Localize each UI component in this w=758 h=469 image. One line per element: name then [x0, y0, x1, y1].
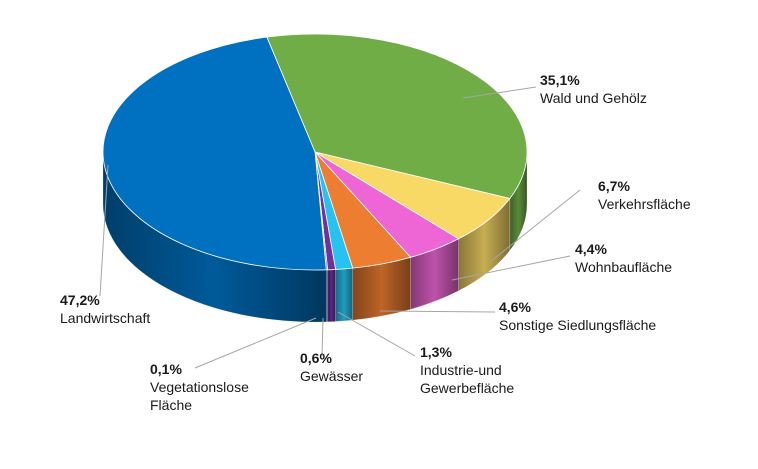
- slice-category-label: Gewässer: [300, 368, 364, 384]
- slice-category-label: Vegetationslose: [150, 379, 249, 395]
- slice-value-label: 0,6%: [300, 350, 332, 366]
- pie-slice-1: [266, 33, 528, 199]
- slice-value-label: 1,3%: [420, 344, 452, 360]
- slice-category-label: Verkehrsfläche: [598, 196, 691, 212]
- slice-category-label: Sonstige Siedlungsfläche: [499, 317, 657, 333]
- slice-category-label: Wald und Gehölz: [540, 90, 647, 106]
- slice-value-label: 4,6%: [499, 299, 531, 315]
- slice-category-label: Landwirtschaft: [60, 310, 151, 326]
- slice-category-label: Industrie-und: [420, 362, 502, 378]
- data-label-4: 4,6% Sonstige Siedlungsfläche: [499, 298, 656, 334]
- pie-side-6: [327, 269, 336, 323]
- leader-line-6: [321, 317, 324, 357]
- leader-line-5: [337, 311, 416, 357]
- data-label-3: 4,4% Wohnbaufläche: [575, 240, 672, 276]
- leader-line-4: [379, 310, 496, 313]
- data-label-2: 6,7% Verkehrsfläche: [598, 177, 691, 213]
- slice-category-label: Fläche: [150, 397, 193, 413]
- data-label-8: 47,2% Landwirtschaft: [60, 291, 150, 327]
- leader-line-7: [194, 317, 317, 369]
- slice-value-label: 47,2%: [60, 292, 100, 308]
- slice-value-label: 0,1%: [150, 361, 182, 377]
- pie-top: [102, 33, 528, 271]
- data-label-6: 0,6% Gewässer: [300, 349, 363, 385]
- slice-category-label: Gewerbefläche: [420, 380, 515, 396]
- leader-lines: [99, 86, 581, 369]
- slice-value-label: 4,4%: [575, 241, 607, 257]
- leader-line-2: [489, 189, 581, 263]
- leader-line-8: [99, 164, 109, 297]
- slice-category-label: Wohnbaufläche: [575, 259, 673, 275]
- leader-line-1: [462, 86, 537, 99]
- pie-slice-8: [102, 36, 327, 271]
- leader-line-3: [451, 255, 571, 281]
- pie-side-5: [335, 267, 354, 322]
- data-label-7: 0,1% Vegetationslose Fläche: [150, 360, 249, 414]
- data-label-1: 35,1% Wald und Gehölz: [540, 71, 647, 107]
- slice-value-label: 35,1%: [540, 72, 580, 88]
- pie-side-7: [325, 269, 328, 323]
- data-label-5: 1,3% Industrie-und Gewerbefläche: [420, 343, 514, 397]
- slice-value-label: 6,7%: [598, 178, 630, 194]
